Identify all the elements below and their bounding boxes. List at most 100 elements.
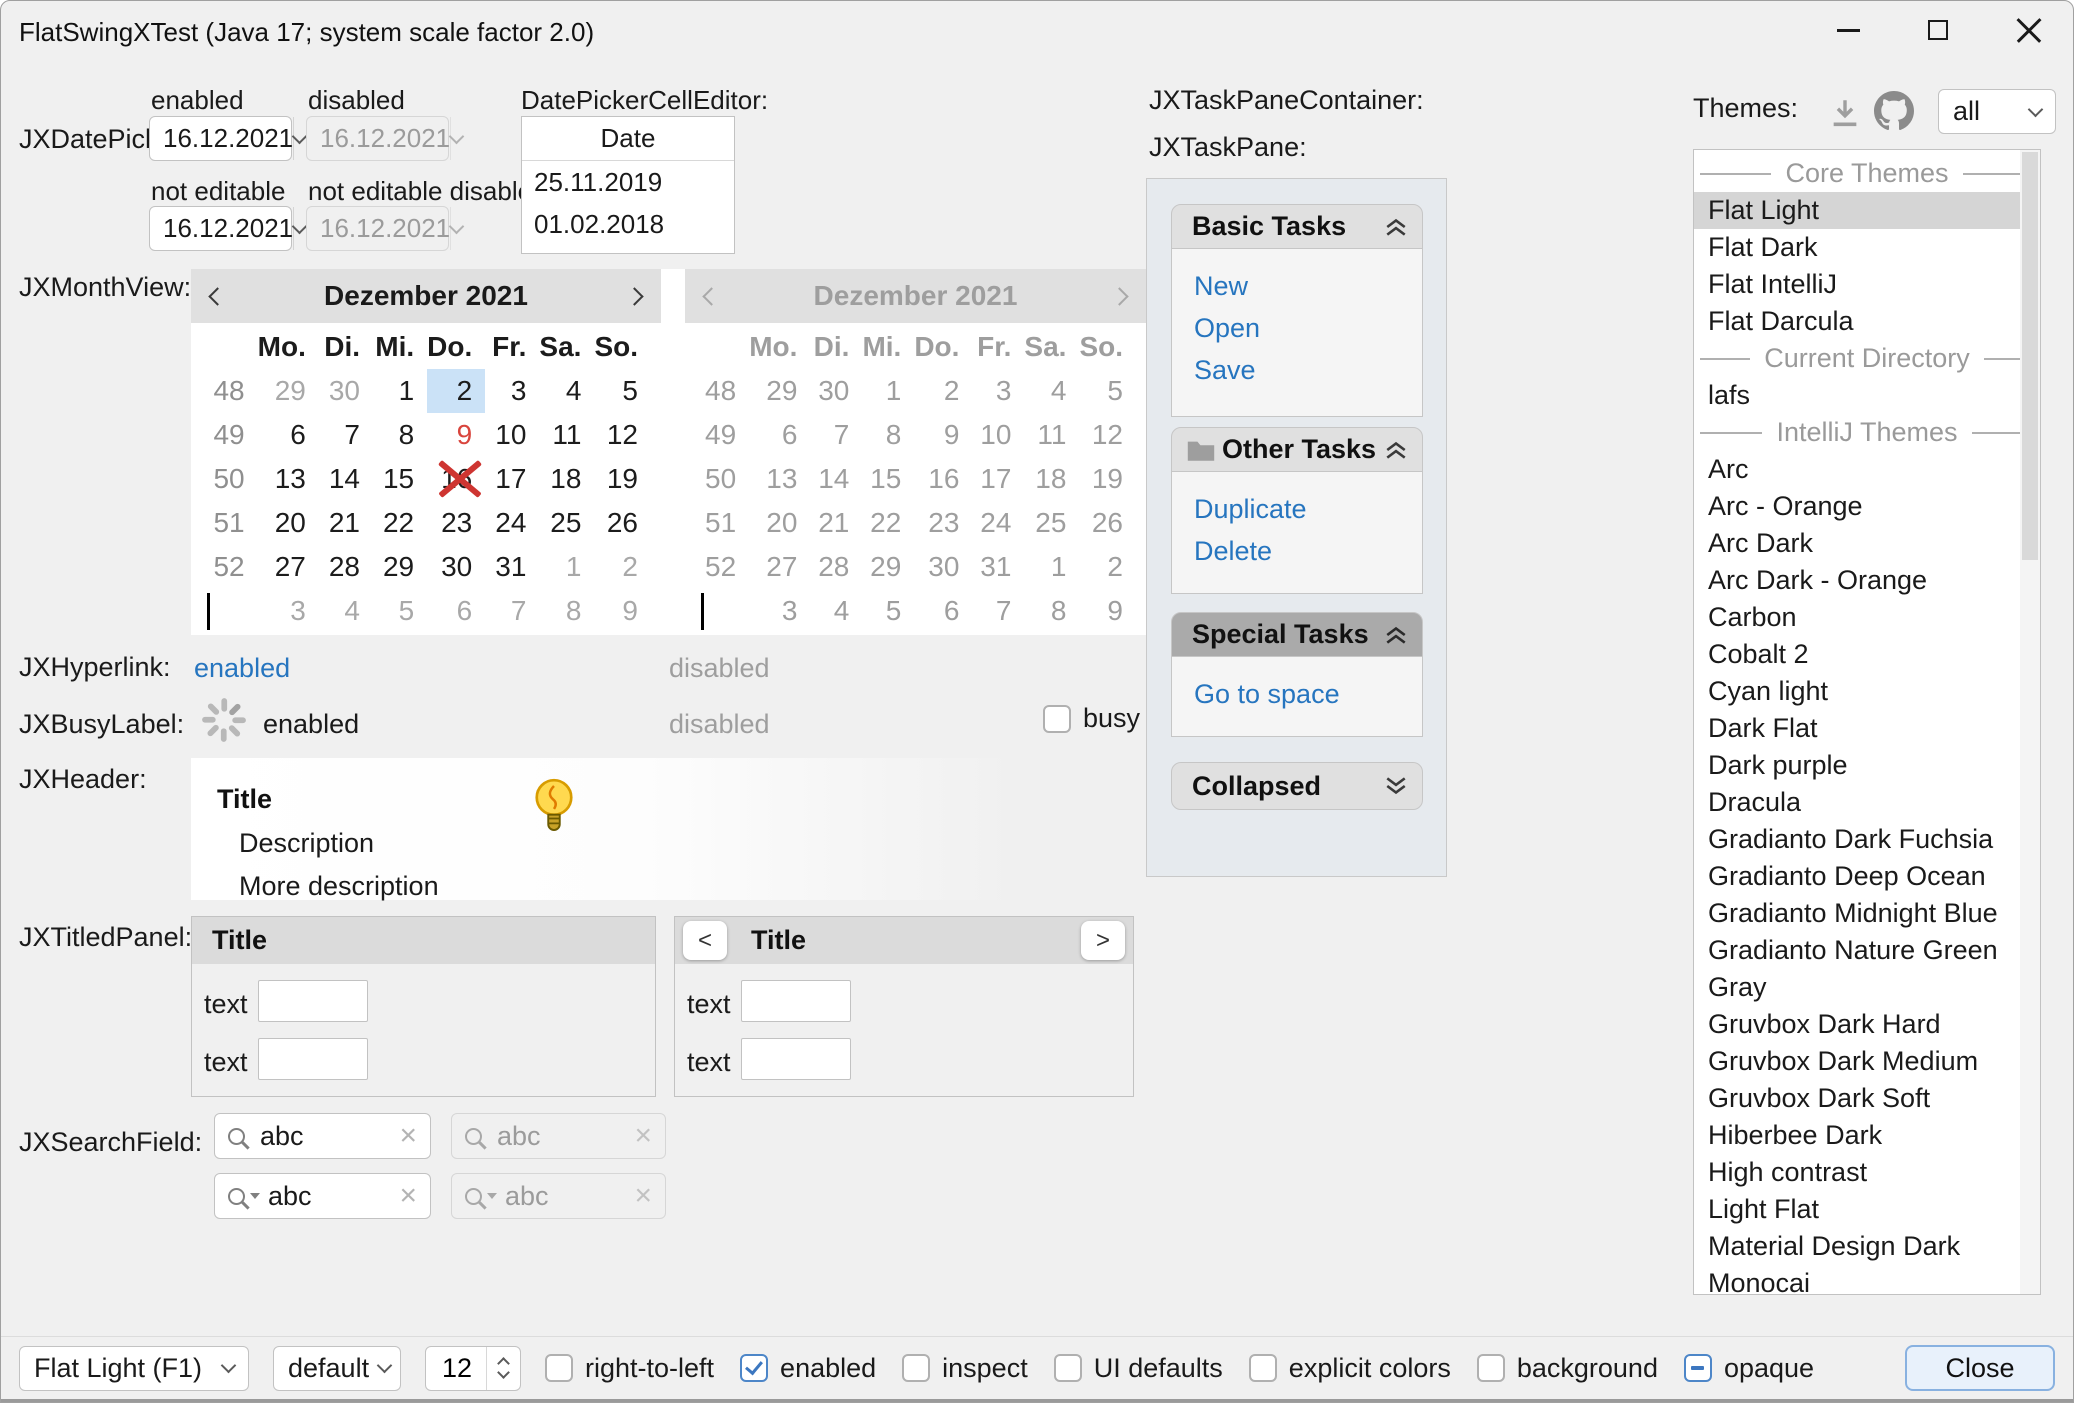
font-size-spinner[interactable]: 12 xyxy=(425,1345,521,1391)
calendar-cell[interactable]: 49 xyxy=(213,419,245,450)
table-row[interactable]: 25.11.2019 xyxy=(534,166,663,197)
calendar-cell[interactable]: 3 xyxy=(510,375,527,406)
theme-list-item[interactable]: Arc xyxy=(1694,451,2040,488)
calendar-cell[interactable] xyxy=(197,589,258,633)
calendar-cell[interactable]: 2 xyxy=(622,551,638,582)
theme-list-item[interactable]: Cobalt 2 xyxy=(1694,636,2040,673)
calendar-cell[interactable]: 1 xyxy=(398,375,415,406)
calendar-cell[interactable]: Fr. xyxy=(492,331,527,362)
calendar-cell[interactable]: 29 xyxy=(274,375,306,406)
theme-list-item[interactable]: Gruvbox Dark Hard xyxy=(1694,1006,2040,1043)
theme-list-item[interactable]: Gradianto Deep Ocean xyxy=(1694,858,2040,895)
calendar-cell[interactable]: 30 xyxy=(441,551,473,582)
calendar-cell[interactable]: 30 xyxy=(328,375,360,406)
taskpane-special-header[interactable]: Special Tasks xyxy=(1171,612,1423,657)
theme-list-item[interactable]: Gradianto Nature Green xyxy=(1694,932,2040,969)
taskpane-other-header[interactable]: Other Tasks xyxy=(1171,427,1423,472)
calendar-cell[interactable]: 5 xyxy=(398,595,415,626)
theme-list-item[interactable]: Flat Dark xyxy=(1694,229,2040,266)
checkbox-box[interactable] xyxy=(1476,1354,1505,1382)
calendar-cell[interactable]: 16 xyxy=(427,457,485,501)
calendar-cell[interactable]: 22 xyxy=(382,507,415,538)
calendar-cell[interactable]: Mo. xyxy=(257,331,306,362)
calendar-cell[interactable]: 51 xyxy=(213,507,245,538)
search-field-enabled[interactable]: abc × xyxy=(214,1113,431,1159)
theme-list-item[interactable]: High contrast xyxy=(1694,1154,2040,1191)
checkbox-box[interactable] xyxy=(1053,1354,1082,1382)
theme-list-item[interactable]: Dracula xyxy=(1694,784,2040,821)
option-checkbox[interactable]: opaque xyxy=(1683,1353,1814,1384)
calendar-cell[interactable]: 4 xyxy=(344,595,360,626)
option-checkbox[interactable]: right-to-left xyxy=(545,1353,714,1384)
theme-list-item[interactable]: Flat IntelliJ xyxy=(1694,266,2040,303)
scrollbar-thumb[interactable] xyxy=(2022,152,2038,560)
taskpane-collapsed-header[interactable]: Collapsed xyxy=(1171,762,1423,810)
calendar-cell[interactable]: 2 xyxy=(427,369,486,413)
calendar-cell[interactable]: 24 xyxy=(495,507,527,538)
task-link[interactable]: Delete xyxy=(1194,536,1273,566)
theme-list-item[interactable]: Carbon xyxy=(1694,599,2040,636)
option-checkbox[interactable]: UI defaults xyxy=(1053,1353,1223,1384)
calendar-cell[interactable]: 11 xyxy=(552,419,582,450)
spinner-value[interactable]: 12 xyxy=(442,1352,473,1383)
chevron-double-down-icon[interactable] xyxy=(1384,776,1408,796)
theme-list-item[interactable]: Dark purple xyxy=(1694,747,2040,784)
theme-list-item[interactable]: Gruvbox Dark Soft xyxy=(1694,1080,2040,1117)
option-checkbox[interactable]: inspect xyxy=(902,1353,1028,1384)
calendar-cell[interactable]: 10 xyxy=(495,419,527,450)
theme-list-item[interactable]: Hiberbee Dark xyxy=(1694,1117,2040,1154)
theme-list-item[interactable]: Arc Dark - Orange xyxy=(1694,562,2040,599)
theme-list-item[interactable]: Flat Light xyxy=(1694,192,2040,229)
laf-combo[interactable]: Flat Light (F1) xyxy=(19,1345,249,1391)
calendar-cell[interactable]: 27 xyxy=(274,551,306,582)
theme-list-item[interactable]: Dark Flat xyxy=(1694,710,2040,747)
calendar-cell[interactable]: Di. xyxy=(324,331,360,362)
theme-list-item[interactable]: Flat Darcula xyxy=(1694,303,2040,340)
text-input[interactable] xyxy=(741,1038,851,1080)
checkbox-box[interactable] xyxy=(1683,1354,1712,1382)
checkbox-box[interactable] xyxy=(545,1354,573,1382)
calendar-cell[interactable]: 9 xyxy=(456,419,473,450)
theme-list-item[interactable]: Light Flat xyxy=(1694,1191,2040,1228)
checkbox-box[interactable] xyxy=(1043,704,1071,733)
calendar-cell[interactable]: 52 xyxy=(213,551,245,582)
calendar-cell[interactable]: 15 xyxy=(382,463,415,494)
monthview-enabled[interactable]: Dezember 2021 Mo. Di. Mi. Do. Fr. Sa. So. 48 29 3… xyxy=(191,269,661,633)
chevron-double-up-icon[interactable] xyxy=(1384,440,1408,460)
chevron-double-up-icon[interactable] xyxy=(1384,217,1408,237)
text-input[interactable] xyxy=(741,980,851,1022)
spinner-buttons[interactable] xyxy=(486,1346,520,1390)
next-button[interactable]: > xyxy=(1081,921,1125,960)
theme-list-item[interactable]: Core Themes xyxy=(1694,155,2040,192)
calendar-cell[interactable]: 28 xyxy=(328,551,360,582)
clear-icon[interactable]: × xyxy=(399,1119,417,1152)
option-checkbox[interactable]: explicit colors xyxy=(1248,1353,1451,1384)
calendar-cell[interactable]: 19 xyxy=(606,463,638,494)
calendar-cell[interactable]: 5 xyxy=(622,375,638,406)
theme-list-item[interactable]: Current Directory xyxy=(1694,340,2040,377)
text-input[interactable] xyxy=(258,980,368,1022)
font-combo[interactable]: default xyxy=(273,1345,401,1391)
search-menu-arrow-icon[interactable] xyxy=(250,1193,260,1199)
datepicker-noteditable[interactable]: 16.12.2021 xyxy=(149,206,308,251)
calendar-cell[interactable]: 13 xyxy=(274,463,306,494)
calendar-cell[interactable]: 8 xyxy=(398,419,415,450)
checkbox-box[interactable] xyxy=(1248,1354,1277,1382)
datepicker-enabled[interactable]: 16.12.2021 xyxy=(149,116,308,161)
clear-icon[interactable]: × xyxy=(399,1179,417,1212)
calendar-cell[interactable]: 23 xyxy=(441,507,473,538)
calendar-cell[interactable]: 17 xyxy=(495,463,527,494)
search-input[interactable]: abc xyxy=(260,1120,304,1151)
calendar-cell[interactable]: 31 xyxy=(495,551,527,582)
theme-list-item[interactable]: Gradianto Dark Fuchsia xyxy=(1694,821,2040,858)
calendar-cell[interactable]: 4 xyxy=(565,375,582,406)
calendar-cell[interactable]: 6 xyxy=(290,419,306,450)
calendar-cell[interactable]: 18 xyxy=(550,463,582,494)
calendar-cell[interactable]: So. xyxy=(594,331,638,362)
theme-list-item[interactable]: Gray xyxy=(1694,969,2040,1006)
close-button[interactable] xyxy=(1983,1,2073,59)
table-row[interactable]: 01.02.2018 xyxy=(534,208,665,239)
calendar-cell[interactable]: 8 xyxy=(565,595,582,626)
scrollbar[interactable] xyxy=(2020,150,2040,1294)
option-checkbox[interactable]: background xyxy=(1476,1353,1658,1384)
